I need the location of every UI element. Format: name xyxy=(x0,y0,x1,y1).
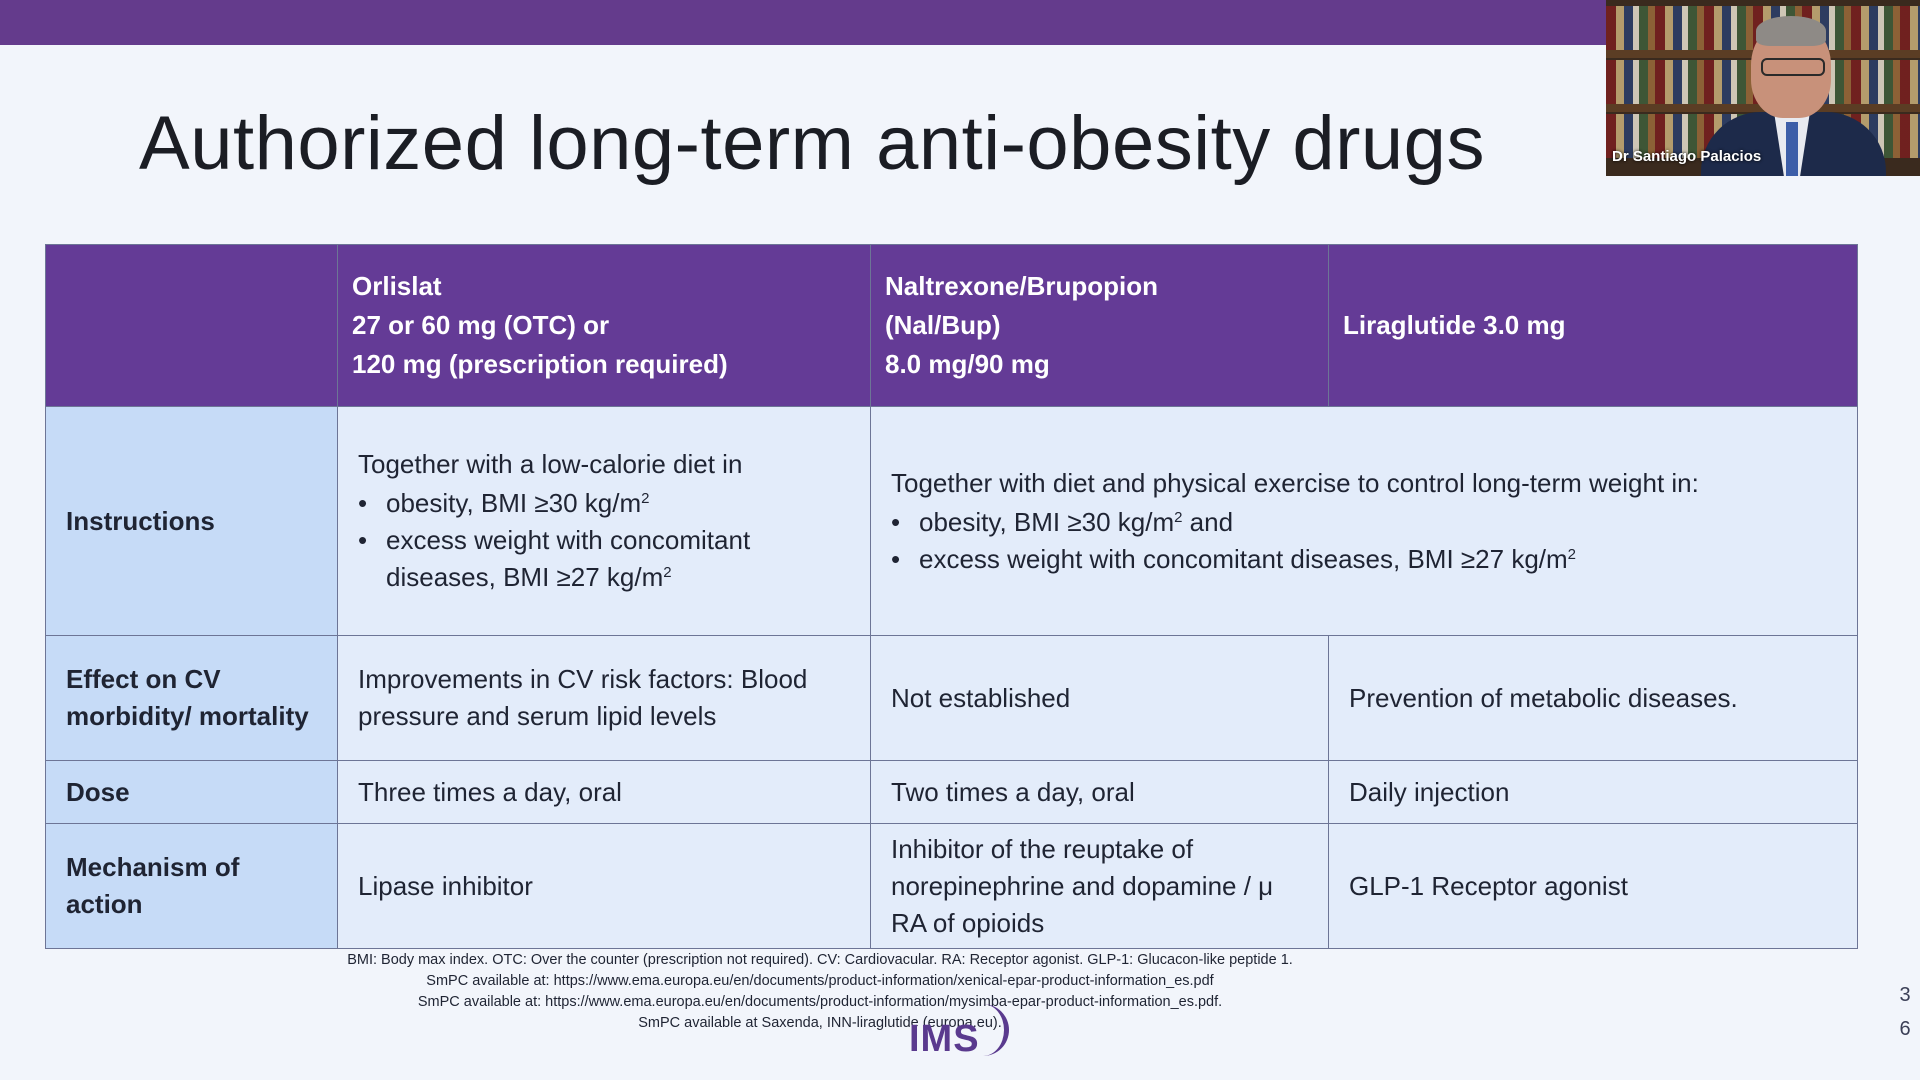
cell-liraglutide-dose: Daily injection xyxy=(1328,760,1858,824)
table-header-row: Orlislat 27 or 60 mg (OTC) or 120 mg (pr… xyxy=(45,244,1858,407)
bullet-text: obesity, BMI ≥30 kg/m xyxy=(919,506,1175,537)
page-number-digit: 6 xyxy=(1899,1018,1911,1040)
slide-title: Authorized long-term anti-obesity drugs xyxy=(139,101,1485,186)
table-row-instructions: Instructions Together with a low-calorie… xyxy=(45,406,1858,636)
cell-liraglutide-mechanism: GLP-1 Receptor agonist xyxy=(1328,823,1858,949)
bullet-item: excess weight with concomitant diseases,… xyxy=(891,541,1837,578)
speaker-webcam-video: Dr Santiago Palacios xyxy=(1606,0,1920,176)
bullet-item: obesity, BMI ≥30 kg/m2 and xyxy=(891,504,1837,541)
instructions-bullet-list: obesity, BMI ≥30 kg/m2 excess weight wit… xyxy=(358,485,850,596)
cell-nalbup-cv: Not established xyxy=(870,635,1329,761)
bullet-item: excess weight with concomitant diseases,… xyxy=(358,522,850,596)
row-label-dose: Dose xyxy=(45,760,338,824)
ims-logo: IMS xyxy=(909,1018,980,1060)
row-label-cv-effect: Effect on CV morbidity/ mortality xyxy=(45,635,338,761)
speaker-hair xyxy=(1756,16,1826,46)
page-number: 3 6 xyxy=(1896,978,1914,1046)
cell-orlistat-instructions: Together with a low-calorie diet in obes… xyxy=(337,406,871,636)
speaker-glasses xyxy=(1761,58,1825,76)
footnote-smpc-xenical: SmPC available at: https://www.ema.europ… xyxy=(426,973,1214,989)
header-orlistat: Orlislat 27 or 60 mg (OTC) or 120 mg (pr… xyxy=(337,244,871,407)
slide-top-bar xyxy=(0,0,1606,45)
header-line: 8.0 mg/90 mg xyxy=(885,349,1050,379)
bullet-text: excess weight with concomitant diseases,… xyxy=(919,543,1568,574)
table-row-dose: Dose Three times a day, oral Two times a… xyxy=(45,760,1858,824)
speaker-tie xyxy=(1786,122,1798,176)
superscript: 2 xyxy=(663,564,672,581)
table-row-cv-effect: Effect on CV morbidity/ mortality Improv… xyxy=(45,635,1858,761)
row-label-mechanism: Mechanism of action xyxy=(45,823,338,949)
cell-orlistat-cv: Improvements in CV risk factors: Blood p… xyxy=(337,635,871,761)
header-line: Orlislat xyxy=(352,271,442,301)
page-number-digit: 3 xyxy=(1899,984,1911,1006)
row-label-instructions: Instructions xyxy=(45,406,338,636)
footnote-abbreviations: BMI: Body max index. OTC: Over the count… xyxy=(347,952,1293,968)
bullet-item: obesity, BMI ≥30 kg/m2 xyxy=(358,485,850,522)
bullet-text-tail: and xyxy=(1182,506,1234,537)
cell-orlistat-mechanism: Lipase inhibitor xyxy=(337,823,871,949)
footnotes: BMI: Body max index. OTC: Over the count… xyxy=(45,950,1595,1034)
header-line: Liraglutide 3.0 mg xyxy=(1343,310,1566,340)
footnote-smpc-saxenda: SmPC available at Saxenda, INN-liragluti… xyxy=(638,1015,1002,1031)
header-liraglutide: Liraglutide 3.0 mg xyxy=(1328,244,1858,407)
header-line: 120 mg (prescription required) xyxy=(352,349,728,379)
cell-nalbup-liraglutide-instructions: Together with diet and physical exercise… xyxy=(870,406,1858,636)
header-line: (Nal/Bup) xyxy=(885,310,1001,340)
header-nalbup: Naltrexone/Brupopion (Nal/Bup) 8.0 mg/90… xyxy=(870,244,1329,407)
ims-logo-swoosh-icon xyxy=(978,1004,1009,1056)
header-line: Naltrexone/Brupopion xyxy=(885,271,1159,301)
header-line: 27 or 60 mg (OTC) or xyxy=(352,310,610,340)
table-row-mechanism: Mechanism of action Lipase inhibitor Inh… xyxy=(45,823,1858,949)
header-empty-cell xyxy=(45,244,338,407)
superscript: 2 xyxy=(1174,508,1183,526)
instructions-bullet-list: obesity, BMI ≥30 kg/m2 and excess weight… xyxy=(891,504,1837,578)
instructions-intro: Together with a low-calorie diet in xyxy=(358,449,743,479)
instructions-intro: Together with diet and physical exercise… xyxy=(891,467,1699,498)
superscript: 2 xyxy=(641,490,650,507)
bullet-text: excess weight with concomitant diseases,… xyxy=(386,525,751,592)
cell-nalbup-mechanism: Inhibitor of the reuptake of norepinephr… xyxy=(870,823,1329,949)
cell-liraglutide-cv: Prevention of metabolic diseases. xyxy=(1328,635,1858,761)
superscript: 2 xyxy=(1567,545,1576,563)
footnote-smpc-mysimba: SmPC available at: https://www.ema.europ… xyxy=(417,994,1223,1010)
cell-orlistat-dose: Three times a day, oral xyxy=(337,760,871,824)
speaker-name-label: Dr Santiago Palacios xyxy=(1612,148,1762,165)
cell-nalbup-dose: Two times a day, oral xyxy=(870,760,1329,824)
drugs-table: Orlislat 27 or 60 mg (OTC) or 120 mg (pr… xyxy=(45,244,1858,949)
bullet-text: obesity, BMI ≥30 kg/m xyxy=(386,488,642,518)
